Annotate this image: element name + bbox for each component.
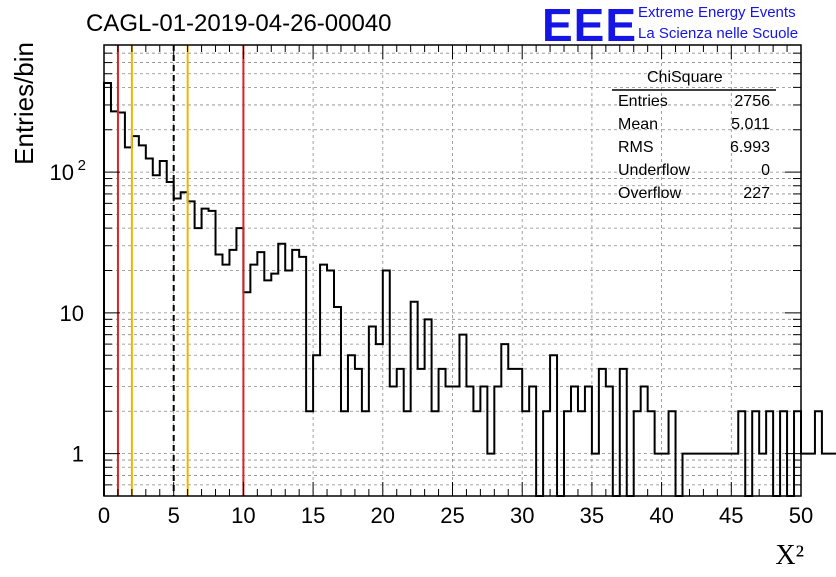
stats-value: 6.993 — [729, 139, 770, 156]
y-tick-label: 10 — [60, 301, 84, 326]
y-axis-label: Entries/bin — [9, 42, 39, 165]
stats-row-entries: Entries 2756 — [618, 93, 770, 115]
stats-row-rms: RMS 6.993 — [618, 139, 770, 161]
x-axis-label: X² — [775, 540, 804, 571]
y-tick-label: 1 — [72, 442, 84, 467]
stats-value: 227 — [743, 185, 770, 202]
y-tick-label: 10 — [50, 160, 74, 185]
stats-key: Mean — [618, 116, 659, 133]
x-tick-label: 10 — [231, 503, 255, 528]
stats-value: 2756 — [734, 93, 770, 110]
stats-row-underflow: Underflow 0 — [618, 162, 770, 184]
grid — [104, 45, 801, 496]
stats-key: Overflow — [618, 185, 682, 202]
x-tick-label: 20 — [371, 503, 395, 528]
stats-key: RMS — [618, 139, 654, 156]
stats-value: 5.011 — [731, 116, 770, 133]
y-tick-label-exponent: 2 — [78, 157, 86, 174]
x-tick-label: 5 — [168, 503, 180, 528]
x-tick-label: 0 — [98, 503, 110, 528]
x-tick-label: 35 — [580, 503, 604, 528]
stats-row-overflow: Overflow 227 — [618, 185, 770, 207]
stats-row-mean: Mean 5.011 — [618, 116, 770, 138]
stats-value: 0 — [761, 162, 770, 179]
logo-text-line-1: Extreme Energy Events — [638, 4, 796, 21]
x-tick-label: 25 — [440, 503, 464, 528]
x-tick-label: 50 — [789, 503, 813, 528]
x-tick-label: 40 — [649, 503, 673, 528]
stats-key: Underflow — [618, 162, 691, 179]
chart-title: CAGL-01-2019-04-26-00040 — [86, 10, 392, 37]
stats-key: Entries — [618, 93, 668, 110]
x-tick-label: 15 — [301, 503, 325, 528]
x-tick-label: 45 — [719, 503, 743, 528]
eee-logo: EEE — [542, 0, 638, 51]
stats-title: ChiSquare — [647, 69, 723, 86]
x-tick-label: 30 — [510, 503, 534, 528]
logo-text-line-2: La Scienza nelle Scuole — [638, 25, 799, 42]
